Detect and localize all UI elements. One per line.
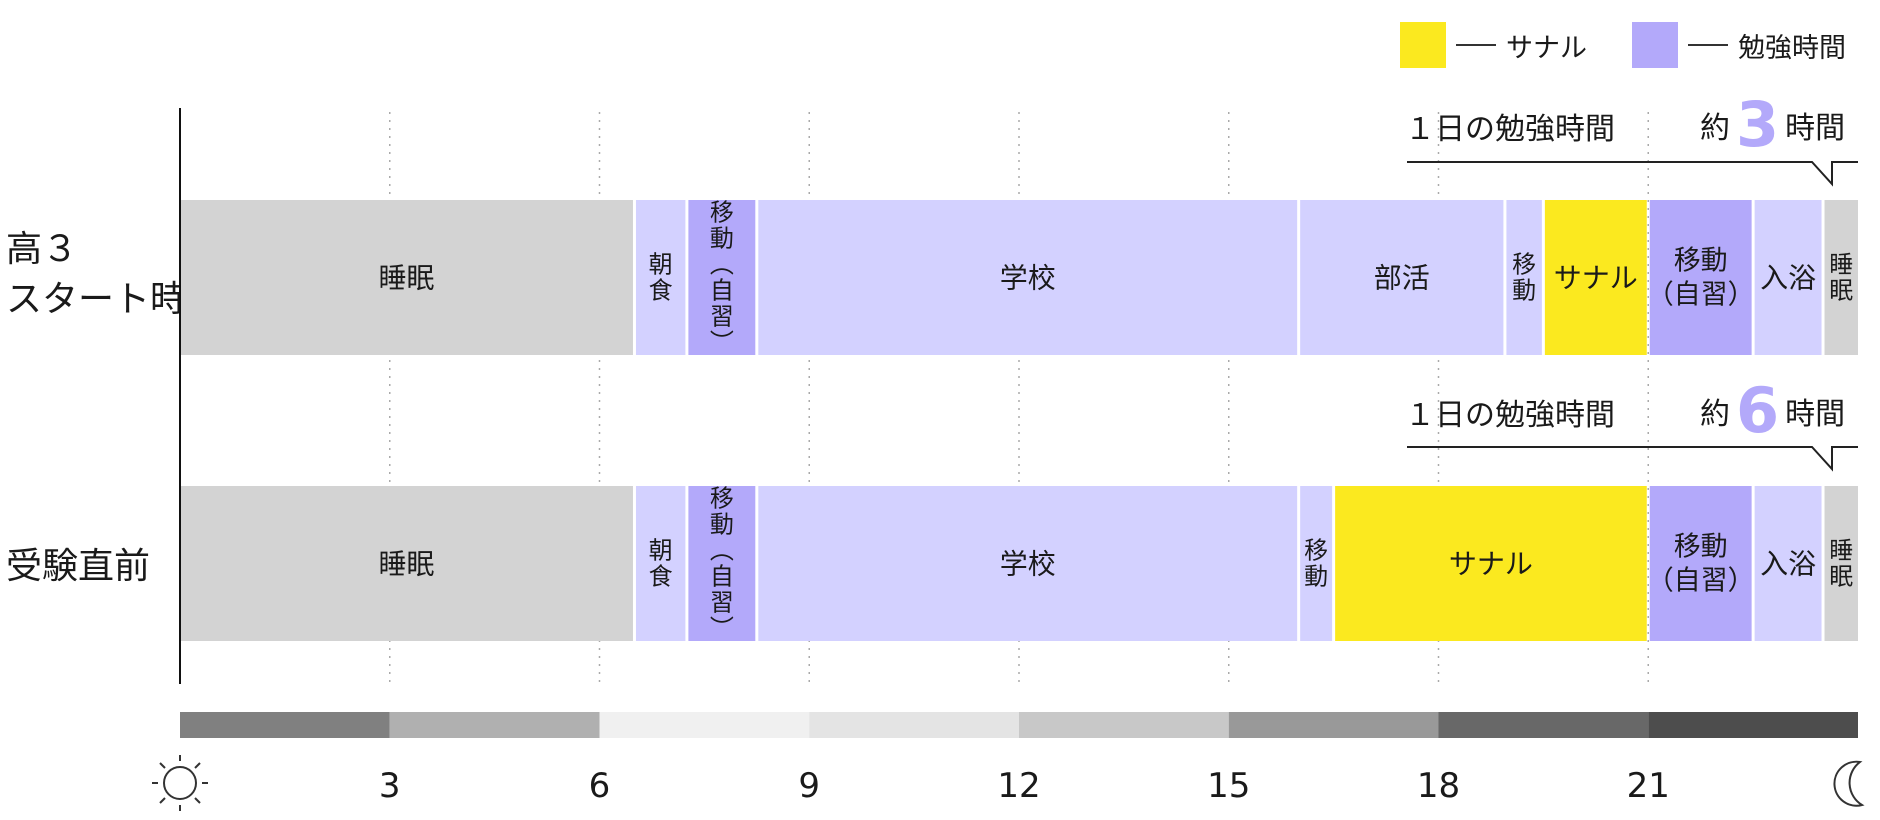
x-tick-label: 15 bbox=[1207, 766, 1250, 806]
segment-label: 移動 bbox=[1674, 246, 1728, 277]
schedule-segment-sleep bbox=[180, 486, 633, 641]
schedule-segment-study bbox=[688, 486, 756, 641]
legend-dash bbox=[1456, 44, 1496, 46]
segment-label: 睡眠 bbox=[378, 548, 434, 581]
segment-label: サナル bbox=[1449, 548, 1533, 581]
time-of-day-band-segment bbox=[809, 712, 1019, 738]
study-hours-number: 3 bbox=[1736, 88, 1780, 161]
callout-bracket bbox=[1407, 446, 1858, 472]
row-label-line: 受験直前 bbox=[6, 546, 151, 587]
time-of-day-band-segment bbox=[1648, 712, 1858, 738]
x-tick-label: 9 bbox=[798, 766, 820, 806]
study-hours-about: 約 bbox=[1700, 111, 1730, 146]
legend-swatch-sanaru bbox=[1400, 22, 1446, 68]
legend-dash bbox=[1688, 44, 1728, 46]
segment-label: 部活 bbox=[1374, 262, 1430, 295]
moon-icon bbox=[1833, 760, 1865, 807]
segment-label: サナル bbox=[1554, 262, 1638, 295]
study-hours-callout-before-exam: １日の勉強時間 bbox=[1405, 390, 1615, 434]
study-hours-unit: 時間 bbox=[1785, 111, 1846, 146]
time-of-day-band-segment bbox=[1438, 712, 1649, 738]
time-of-day-band-segment bbox=[1019, 712, 1229, 738]
row-label-line: 高３ bbox=[6, 229, 79, 270]
x-tick-label: 6 bbox=[589, 766, 611, 806]
x-tick-label: 21 bbox=[1627, 766, 1670, 806]
legend-label-study: 勉強時間 bbox=[1738, 32, 1846, 64]
segment-label: 睡眠 bbox=[1829, 537, 1853, 591]
schedule-segment-activity bbox=[1300, 486, 1333, 641]
schedule-segment-activity bbox=[1506, 200, 1542, 355]
legend-item-sanaru: サナル bbox=[1400, 22, 1587, 68]
time-of-day-band-segment bbox=[389, 712, 600, 738]
study-hours-callout-start: １日の勉強時間 bbox=[1405, 104, 1615, 148]
legend-item-study: 勉強時間 bbox=[1632, 22, 1846, 68]
time-of-day-band-segment bbox=[1228, 712, 1439, 738]
study-hours-value-start: 約3 時間 bbox=[1700, 88, 1845, 161]
schedule-segment-activity bbox=[1754, 200, 1822, 355]
x-tick-label: 3 bbox=[379, 766, 401, 806]
callout-bracket bbox=[1407, 161, 1858, 187]
segment-label: 移動 bbox=[1674, 532, 1728, 563]
segment-label: 朝食 bbox=[649, 537, 673, 591]
schedule-segment-activity bbox=[1754, 486, 1822, 641]
segment-label: 移動 bbox=[1304, 537, 1328, 591]
schedule-segment-study bbox=[688, 200, 756, 355]
time-of-day-band-segment bbox=[599, 712, 810, 738]
schedule-segment-activity bbox=[635, 486, 686, 641]
schedule-segment-sleep bbox=[180, 200, 633, 355]
sun-icon bbox=[152, 755, 208, 811]
segment-label: 学校 bbox=[1000, 548, 1056, 581]
study-hours-value-before-exam: 約6 時間 bbox=[1700, 374, 1845, 447]
segment-label: 入浴 bbox=[1760, 262, 1816, 295]
row-label-start: 高３ スタート時 bbox=[6, 225, 186, 325]
segment-label: 移動︵自習︶ bbox=[710, 485, 734, 643]
x-tick-label: 12 bbox=[997, 766, 1040, 806]
segment-label: （自習） bbox=[1647, 566, 1755, 597]
study-hours-prefix: １日の勉強時間 bbox=[1405, 398, 1615, 433]
schedule-segment-sanaru bbox=[1544, 200, 1647, 355]
segment-label: 学校 bbox=[1000, 262, 1056, 295]
row-label-line: スタート時 bbox=[6, 279, 187, 320]
x-tick-label: 18 bbox=[1417, 766, 1460, 806]
schedule-segment-sleep bbox=[1824, 486, 1858, 641]
segment-label: （自習） bbox=[1647, 280, 1755, 311]
segment-label: 入浴 bbox=[1760, 548, 1816, 581]
segment-label: 移動︵自習︶ bbox=[710, 199, 734, 357]
schedule-segment-activity bbox=[1300, 200, 1504, 355]
segment-label: 朝食 bbox=[649, 251, 673, 305]
study-hours-about: 約 bbox=[1700, 397, 1730, 432]
study-hours-number: 6 bbox=[1736, 374, 1780, 447]
schedule-segment-study bbox=[1649, 200, 1752, 355]
study-hours-prefix: １日の勉強時間 bbox=[1405, 112, 1615, 147]
schedule-segment-activity bbox=[758, 486, 1298, 641]
legend-swatch-study bbox=[1632, 22, 1678, 68]
segment-label: 移動 bbox=[1512, 251, 1536, 305]
row-label-before-exam: 受験直前 bbox=[6, 542, 150, 592]
legend-label-sanaru: サナル bbox=[1506, 32, 1587, 64]
study-hours-unit: 時間 bbox=[1785, 397, 1846, 432]
schedule-segment-study bbox=[1649, 486, 1752, 641]
segment-label: 睡眠 bbox=[1829, 251, 1853, 305]
schedule-segment-sleep bbox=[1824, 200, 1858, 355]
segment-label: 睡眠 bbox=[378, 262, 434, 295]
schedule-segment-activity bbox=[758, 200, 1298, 355]
schedule-segment-sanaru bbox=[1335, 486, 1647, 641]
schedule-segment-activity bbox=[635, 200, 686, 355]
time-of-day-band-segment bbox=[180, 712, 390, 738]
